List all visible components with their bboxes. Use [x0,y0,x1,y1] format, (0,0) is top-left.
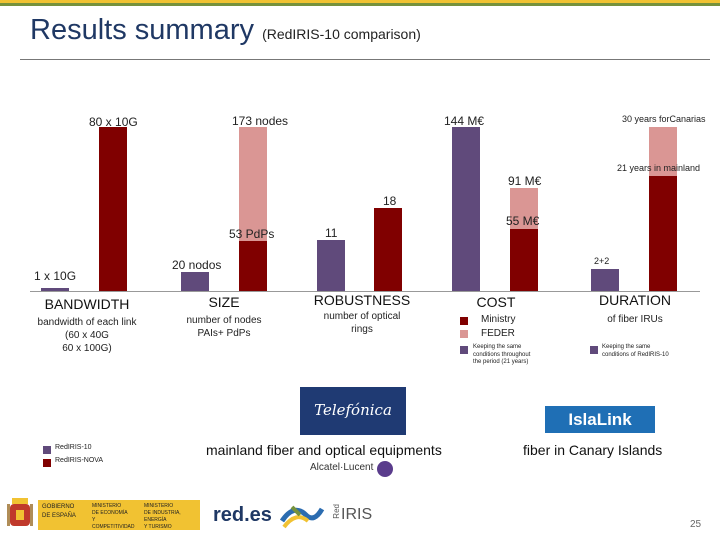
dur-note-line2: conditions of RedIRIS-10 [602,351,669,358]
islalink-description: fiber in Canary Islands [523,442,663,458]
cost-legend-feder-swatch [460,330,468,338]
size-desc-line2: PAIs+ PdPs [197,328,251,339]
bar-duration-rediris10 [591,269,619,291]
bw-desc-line1: bandwidth of each link [37,317,137,328]
label-dur-mid: 21 years in mainland [617,163,701,173]
category-cost: COST [476,294,516,310]
bar-size-redirisnova [239,241,267,291]
category-duration: DURATION [598,292,672,308]
rediris-symbol-icon [278,501,326,531]
label-size-top: 173 nodes [232,114,289,128]
cost-legend-feder: FEDER [481,328,515,339]
min2-line3: Y TURISMO [144,524,172,530]
page-title: Results summary (RedIRIS-10 comparison) [30,14,421,47]
bar-cost-ministry-extra [510,188,538,229]
min1-line2: DE ECONOMÍA [92,510,128,516]
cost-note-line3: the period (21 years) [473,359,529,365]
label-size-mid: 53 PdPs [229,227,275,241]
legend-rediris10-label: RedIRIS-10 [55,444,92,451]
footer-ministerio-industria: MINISTERIO DE INDUSTRIA, ENERGÍA Y TURIS… [140,500,200,530]
bar-size-rediris10 [181,272,209,291]
redes-logo: red.es [213,504,272,526]
min2-line1: MINISTERIO [144,503,174,509]
cost-legend-ministry-swatch [460,317,468,325]
top-stripe-yellow [0,0,720,3]
chart-baseline [30,291,700,292]
footer-gobierno: GOBIERNO DE ESPAÑA [38,500,88,530]
telefonica-logo: Telefónica [300,387,406,435]
footer-ministerio-economia: MINISTERIO DE ECONOMÍA Y COMPETITIVIDAD [88,500,140,530]
bar-robustness-rediris10 [317,240,345,291]
rediris-prefix: Red [332,504,341,519]
label-cost-bottom: 55 M€ [506,214,540,228]
min2-line2: DE INDUSTRIA, ENERGÍA [144,510,181,523]
spain-coat-of-arms [6,496,34,532]
category-bandwidth: BANDWIDTH [44,296,130,312]
rob-desc-line2: rings [351,324,373,335]
category-duration-desc: of fiber IRUs [607,314,663,325]
legend-rediris10-swatch [43,446,51,454]
cost-legend-ministry: Ministry [481,314,516,325]
alcatel-logo-icon [377,461,393,477]
bw-desc-line2: (60 x 40G [65,330,109,341]
bar-cost-rediris10 [452,127,480,291]
size-desc-line1: number of nodes [186,315,262,326]
page-number: 25 [690,519,702,530]
bar-bandwidth-redirisnova [99,127,127,291]
label-dur-bottom: 2+2 [594,256,610,266]
telefonica-logo-text: Telefónica [314,401,392,419]
bar-size-nodes-extra [239,127,267,241]
legend-redirisnova-swatch [43,459,51,467]
cost-legend-note: Keeping the same conditions throughout t… [473,344,530,367]
cost-legend-note-swatch [460,346,468,354]
title-divider [20,59,710,60]
bar-duration-canarias-extra [649,127,677,176]
label-cost-top: 144 M€ [444,114,485,128]
gob-line1: GOBIERNO [42,504,75,510]
label-size-bottom: 20 nodos [172,258,222,272]
label-bw-top: 80 x 10G [89,115,138,129]
top-stripe-green [0,3,720,6]
bw-desc-line3: 60 x 100G) [62,343,112,354]
label-bw-bottom: 1 x 10G [34,269,77,283]
cost-note-line1: Keeping the same [473,344,522,350]
alcatel-logo-text: Alcatel·Lucent [310,462,374,473]
bar-cost-redirisnova [510,229,538,291]
rob-desc-line1: number of optical [323,311,401,322]
telefonica-description: mainland fiber and optical equipments [206,442,442,458]
min1-line3: Y COMPETITIVIDAD [92,517,135,530]
category-size: SIZE [208,294,240,310]
bar-bandwidth-rediris10 [41,288,69,291]
label-dur-top: 30 years forCanarias [622,114,706,124]
legend-redirisnova-label: RedIRIS-NOVA [55,457,104,464]
bar-duration-redirisnova [649,176,677,291]
category-size-desc: number of nodes PAIs+ PdPs [164,314,284,340]
duration-legend-swatch [590,346,598,354]
title-subtitle: (RedIRIS-10 comparison) [262,26,421,42]
label-rob-top: 18 [383,194,397,208]
category-bandwidth-desc: bandwidth of each link (60 x 40G 60 x 10… [22,316,152,355]
duration-legend-note: Keeping the same conditions of RedIRIS-1… [602,344,669,359]
label-cost-mid: 91 M€ [508,174,542,188]
title-main: Results summary [30,14,254,46]
label-rob-bottom: 11 [325,226,338,240]
gob-line2: DE ESPAÑA [42,513,76,519]
cost-note-line2: conditions throughout [473,351,531,358]
bar-robustness-redirisnova [374,208,402,291]
category-robustness-desc: number of optical rings [298,310,426,336]
islalink-logo: IslaLink [545,406,655,433]
rediris-logo-text: IRIS [341,506,373,523]
islalink-logo-text: IslaLink [568,410,632,429]
min1-line1: MINISTERIO [92,503,122,509]
category-robustness: ROBUSTNESS [313,292,411,308]
dur-note-line1: Keeping the same [602,344,651,350]
